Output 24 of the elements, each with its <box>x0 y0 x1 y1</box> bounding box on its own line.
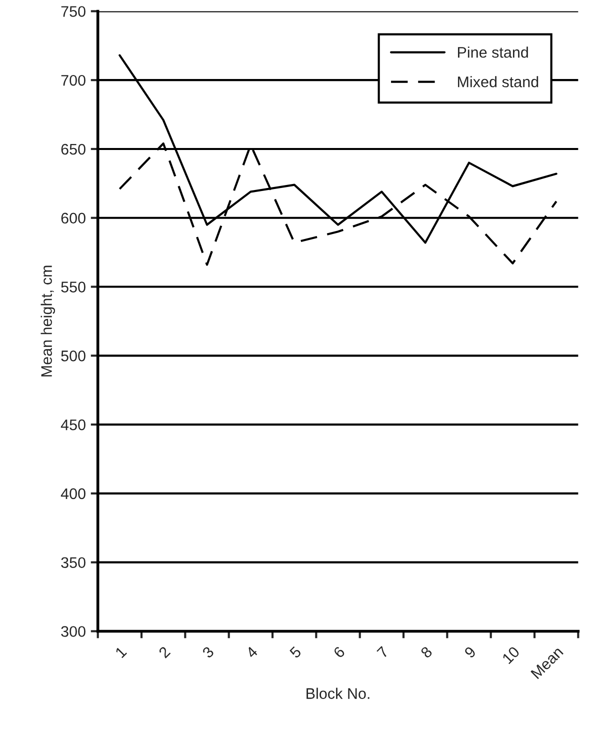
x-tick-label: 4 <box>245 646 258 659</box>
x-tick-label: 2 <box>158 646 171 658</box>
x-tick-label: 9 <box>464 646 476 659</box>
y-tick-label: 600 <box>61 212 86 224</box>
x-tick-label: 1 <box>114 646 127 658</box>
x-tick-label: 3 <box>202 646 214 659</box>
y-tick-label: 650 <box>61 144 86 155</box>
x-tick-label: 7 <box>376 646 389 658</box>
x-tick-label: 10 <box>502 646 520 664</box>
x-axis-title: Block No. <box>306 688 370 699</box>
y-tick-label: 400 <box>60 488 86 500</box>
y-tick-label: 700 <box>61 74 86 86</box>
y-axis-title: Mean height, cm <box>40 266 55 376</box>
x-tick-label: 8 <box>420 646 433 659</box>
y-tick-label: 550 <box>61 282 86 292</box>
y-tick-label: 350 <box>61 557 86 568</box>
y-tick-label: 500 <box>61 350 86 362</box>
x-tick-label: 6 <box>332 646 346 658</box>
y-tick-label: 450 <box>60 419 86 430</box>
legend-label: Pine stand <box>458 46 528 58</box>
y-tick-label: 300 <box>61 626 86 637</box>
legend-label: Mixed stand <box>458 76 538 88</box>
y-tick-label: 750 <box>61 6 86 17</box>
x-tick-label: 5 <box>289 646 302 659</box>
